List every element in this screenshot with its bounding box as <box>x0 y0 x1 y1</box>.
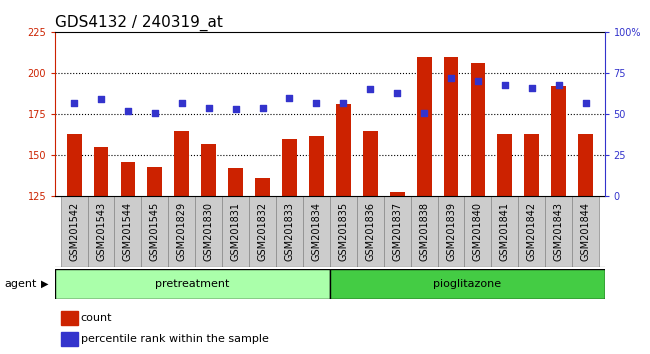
Point <box>500 82 510 87</box>
Bar <box>330 269 604 299</box>
Bar <box>491 196 518 267</box>
Bar <box>309 136 324 196</box>
Bar <box>88 196 114 267</box>
Text: GSM201834: GSM201834 <box>311 202 321 261</box>
Bar <box>357 196 384 267</box>
Bar <box>471 63 486 196</box>
Point <box>526 85 537 91</box>
Bar <box>255 178 270 196</box>
Bar <box>60 196 88 267</box>
Bar <box>55 269 330 299</box>
Bar <box>174 131 189 196</box>
Point <box>96 97 106 102</box>
Bar <box>363 131 378 196</box>
Bar <box>142 196 168 267</box>
Bar <box>120 162 135 196</box>
Point <box>257 105 268 110</box>
Text: count: count <box>81 313 112 323</box>
Text: pretreatment: pretreatment <box>155 279 229 289</box>
Bar <box>60 312 78 325</box>
Bar <box>276 196 303 267</box>
Bar <box>94 147 109 196</box>
Point <box>419 110 429 115</box>
Point <box>231 107 241 112</box>
Text: GSM201836: GSM201836 <box>365 202 375 261</box>
Point <box>392 90 402 96</box>
Point <box>365 87 376 92</box>
Bar <box>168 196 195 267</box>
Point <box>554 82 564 87</box>
Bar <box>148 167 162 196</box>
Bar <box>303 196 330 267</box>
Bar <box>249 196 276 267</box>
Text: GSM201841: GSM201841 <box>500 202 510 261</box>
Point <box>338 100 348 105</box>
Bar <box>67 134 81 196</box>
Text: GSM201829: GSM201829 <box>177 202 187 261</box>
Text: GSM201543: GSM201543 <box>96 202 106 261</box>
Bar <box>228 169 243 196</box>
Text: GSM201545: GSM201545 <box>150 202 160 261</box>
Bar <box>411 196 437 267</box>
Point <box>123 108 133 114</box>
Point <box>150 110 160 115</box>
Bar <box>336 104 351 196</box>
Bar <box>195 196 222 267</box>
Text: GSM201833: GSM201833 <box>285 202 294 261</box>
Text: agent: agent <box>5 279 37 289</box>
Bar <box>60 332 78 346</box>
Bar <box>222 196 249 267</box>
Bar <box>578 134 593 196</box>
Point <box>177 100 187 105</box>
Bar <box>572 196 599 267</box>
Bar <box>525 134 540 196</box>
Text: pioglitazone: pioglitazone <box>433 279 501 289</box>
Bar <box>330 196 357 267</box>
Point <box>284 95 294 101</box>
Text: GSM201835: GSM201835 <box>339 202 348 261</box>
Bar <box>518 196 545 267</box>
Bar <box>444 57 458 196</box>
Bar <box>551 86 566 196</box>
Text: percentile rank within the sample: percentile rank within the sample <box>81 334 268 344</box>
Text: ▶: ▶ <box>41 279 49 289</box>
Text: GSM201544: GSM201544 <box>123 202 133 261</box>
Point <box>446 75 456 81</box>
Bar <box>384 196 411 267</box>
Point <box>69 100 79 105</box>
Text: GSM201542: GSM201542 <box>69 202 79 261</box>
Text: GSM201831: GSM201831 <box>231 202 240 261</box>
Text: GSM201844: GSM201844 <box>580 202 591 261</box>
Bar <box>465 196 491 267</box>
Point <box>203 105 214 110</box>
Point <box>473 79 483 84</box>
Text: GSM201839: GSM201839 <box>446 202 456 261</box>
Bar <box>202 144 216 196</box>
Text: GSM201842: GSM201842 <box>526 202 537 261</box>
Text: GSM201832: GSM201832 <box>257 202 268 261</box>
Bar <box>417 57 432 196</box>
Bar <box>545 196 572 267</box>
Point <box>311 100 322 105</box>
Text: GSM201830: GSM201830 <box>203 202 214 261</box>
Bar <box>282 139 297 196</box>
Point <box>580 100 591 105</box>
Bar <box>114 196 142 267</box>
Text: GSM201838: GSM201838 <box>419 202 429 261</box>
Bar <box>437 196 465 267</box>
Bar <box>497 134 512 196</box>
Text: GSM201843: GSM201843 <box>554 202 564 261</box>
Text: GSM201840: GSM201840 <box>473 202 483 261</box>
Text: GSM201837: GSM201837 <box>392 202 402 261</box>
Text: GDS4132 / 240319_at: GDS4132 / 240319_at <box>55 14 223 30</box>
Bar <box>390 192 404 196</box>
